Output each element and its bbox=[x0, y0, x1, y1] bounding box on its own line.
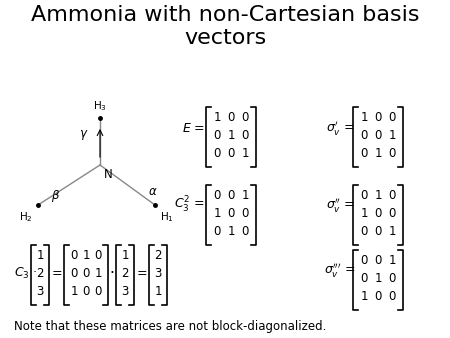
Text: 1: 1 bbox=[374, 147, 382, 160]
Text: 1: 1 bbox=[388, 254, 396, 267]
Text: 0: 0 bbox=[94, 285, 102, 298]
Text: 0: 0 bbox=[213, 225, 220, 238]
Text: 1: 1 bbox=[388, 225, 396, 238]
Text: 1: 1 bbox=[121, 249, 129, 262]
Text: 2: 2 bbox=[154, 249, 162, 262]
Text: H$_1$: H$_1$ bbox=[160, 210, 174, 224]
Text: H$_3$: H$_3$ bbox=[93, 99, 107, 113]
Text: 0: 0 bbox=[241, 129, 249, 142]
Text: 3: 3 bbox=[122, 285, 129, 298]
Text: 0: 0 bbox=[388, 111, 396, 124]
Text: 0: 0 bbox=[388, 290, 396, 303]
Text: $\beta$: $\beta$ bbox=[51, 188, 60, 204]
Text: 1: 1 bbox=[360, 111, 368, 124]
Text: 0: 0 bbox=[82, 267, 90, 280]
Text: 1: 1 bbox=[36, 249, 44, 262]
Text: 0: 0 bbox=[70, 267, 78, 280]
Text: $\alpha$: $\alpha$ bbox=[148, 185, 158, 198]
Text: 1: 1 bbox=[360, 207, 368, 220]
Text: $\sigma_v^{\prime}$ =: $\sigma_v^{\prime}$ = bbox=[326, 119, 355, 137]
Text: $\gamma$: $\gamma$ bbox=[79, 128, 88, 142]
Text: 1: 1 bbox=[154, 285, 162, 298]
Text: =: = bbox=[52, 267, 62, 280]
Text: $C_3$ ·: $C_3$ · bbox=[14, 266, 37, 281]
Text: 2: 2 bbox=[121, 267, 129, 280]
Text: 0: 0 bbox=[360, 272, 368, 285]
Text: $C_3^2$ =: $C_3^2$ = bbox=[174, 195, 205, 215]
Text: 0: 0 bbox=[374, 225, 382, 238]
Text: 0: 0 bbox=[360, 254, 368, 267]
Text: 0: 0 bbox=[388, 207, 396, 220]
Text: $E$ =: $E$ = bbox=[182, 121, 205, 135]
Text: 1: 1 bbox=[360, 290, 368, 303]
Text: 1: 1 bbox=[213, 207, 221, 220]
Text: 1: 1 bbox=[374, 272, 382, 285]
Text: 1: 1 bbox=[70, 285, 78, 298]
Text: 0: 0 bbox=[213, 147, 220, 160]
Text: 0: 0 bbox=[374, 129, 382, 142]
Text: 0: 0 bbox=[360, 147, 368, 160]
Text: 0: 0 bbox=[374, 254, 382, 267]
Text: 2: 2 bbox=[36, 267, 44, 280]
Text: ·: · bbox=[109, 266, 114, 281]
Text: 0: 0 bbox=[227, 147, 235, 160]
Text: 0: 0 bbox=[388, 272, 396, 285]
Text: 1: 1 bbox=[241, 147, 249, 160]
Text: 0: 0 bbox=[94, 249, 102, 262]
Text: 0: 0 bbox=[374, 111, 382, 124]
Text: 0: 0 bbox=[213, 129, 220, 142]
Text: 0: 0 bbox=[227, 189, 235, 202]
Text: 0: 0 bbox=[388, 189, 396, 202]
Text: 0: 0 bbox=[213, 189, 220, 202]
Text: 0: 0 bbox=[227, 207, 235, 220]
Text: 1: 1 bbox=[82, 249, 90, 262]
Text: 1: 1 bbox=[227, 129, 235, 142]
Text: =: = bbox=[137, 267, 147, 280]
Text: 0: 0 bbox=[374, 207, 382, 220]
Text: 1: 1 bbox=[374, 189, 382, 202]
Text: $\sigma_v^{\prime\prime\prime}$ =: $\sigma_v^{\prime\prime\prime}$ = bbox=[324, 261, 355, 279]
Text: 0: 0 bbox=[241, 111, 249, 124]
Text: 3: 3 bbox=[154, 267, 162, 280]
Text: 1: 1 bbox=[213, 111, 221, 124]
Text: 0: 0 bbox=[360, 129, 368, 142]
Text: 1: 1 bbox=[94, 267, 102, 280]
Text: 0: 0 bbox=[227, 111, 235, 124]
Text: H$_2$: H$_2$ bbox=[19, 210, 33, 224]
Text: 0: 0 bbox=[360, 189, 368, 202]
Text: 0: 0 bbox=[70, 249, 78, 262]
Text: 0: 0 bbox=[388, 147, 396, 160]
Text: 0: 0 bbox=[374, 290, 382, 303]
Text: 1: 1 bbox=[241, 189, 249, 202]
Text: 1: 1 bbox=[227, 225, 235, 238]
Text: Ammonia with non-Cartesian basis
vectors: Ammonia with non-Cartesian basis vectors bbox=[31, 5, 419, 48]
Text: 0: 0 bbox=[82, 285, 90, 298]
Text: 0: 0 bbox=[241, 225, 249, 238]
Text: 0: 0 bbox=[360, 225, 368, 238]
Text: 1: 1 bbox=[388, 129, 396, 142]
Text: 0: 0 bbox=[241, 207, 249, 220]
Text: Note that these matrices are not block-diagonalized.: Note that these matrices are not block-d… bbox=[14, 320, 326, 333]
Text: 3: 3 bbox=[36, 285, 44, 298]
Text: $\sigma_v^{\prime\prime}$ =: $\sigma_v^{\prime\prime}$ = bbox=[326, 196, 355, 214]
Text: N: N bbox=[104, 168, 113, 181]
